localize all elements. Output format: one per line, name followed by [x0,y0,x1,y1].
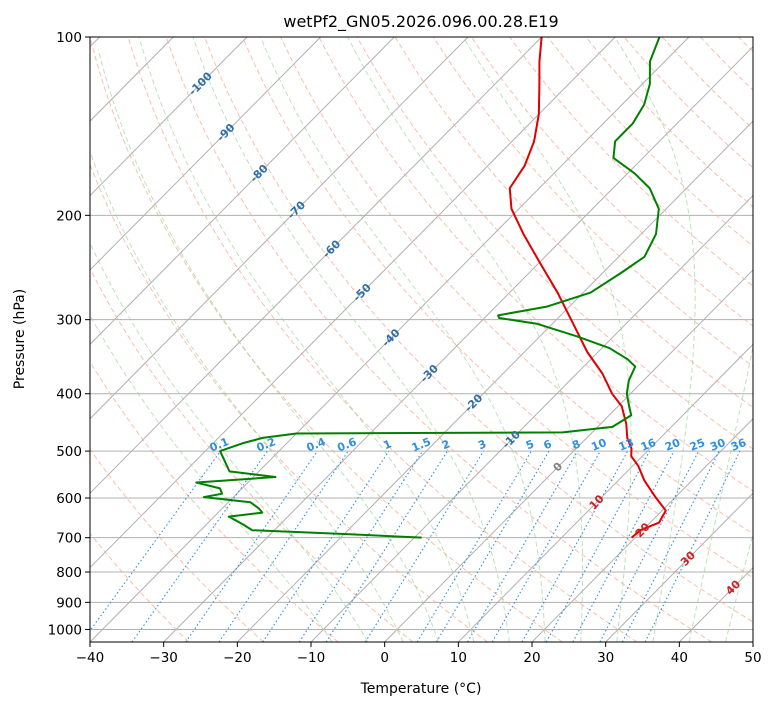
mixing-ratio-label: 10 [589,436,608,454]
y-axis-ticks: 100 200 300 400 500 600 700 800 900 1000 [48,30,90,638]
mixing-ratio-line [435,450,550,642]
background-lines [90,37,753,642]
mixing-ratio-line [185,450,318,642]
mixing-ratio-label: 25 [688,436,707,454]
moist-adiabat-line [192,37,510,642]
isotherm-line [236,120,753,642]
mixing-ratio-label: 16 [639,436,658,454]
y-tick-label: 100 [56,30,82,46]
moist-adiabat-line [614,37,696,642]
y-tick-label: 900 [56,595,82,611]
mixing-ratio-label: 3 [476,437,488,452]
moist-adiabat-line [90,314,333,642]
mixing-ratio-line [545,450,651,642]
mixing-ratio-line [218,450,349,642]
x-tick-label: 30 [597,650,614,666]
x-tick-label: 20 [523,650,540,666]
moist-adiabat-line [138,37,475,642]
dry-adiabat-line [90,163,488,642]
profile-lines [195,37,667,539]
y-tick-label: 400 [56,387,82,403]
y-tick-label: 200 [56,208,82,224]
moist-adiabat-line [725,532,753,642]
y-tick-label: 800 [56,565,82,581]
mixing-ratio-label: 8 [570,437,582,452]
y-tick-label: 700 [56,531,82,547]
dry-adiabat-line [165,37,712,642]
x-tick-label: −40 [76,650,105,666]
dry-adiabat-line [623,37,753,169]
temperature-profile-line [508,37,667,539]
isotherm-line [90,37,616,569]
x-tick-label: 0 [380,650,389,666]
x-tick-label: −20 [223,650,252,666]
x-tick-label: −30 [149,650,178,666]
x-tick-label: −10 [297,650,326,666]
moist-adiabat-line [90,150,404,642]
dry-adiabat-line [318,37,753,492]
x-axis-ticks: −40 −30 −20 −10 0 10 20 30 40 50 [76,642,762,666]
y-tick-label: 1000 [48,622,82,638]
isotherm-line [605,492,753,642]
dry-adiabat-line [90,267,414,642]
x-axis-label: Temperature (°C) [360,681,482,697]
plot-frame [89,36,754,643]
mixing-ratio-label: 30 [708,436,727,454]
y-tick-label: 300 [56,313,82,329]
mixing-ratio-line [491,450,601,642]
dry-adiabat-line [356,37,753,450]
isotherm-line [90,37,321,271]
isotherm-line [531,418,753,642]
dry-adiabat-line [547,37,753,247]
dry-adiabat-line [90,532,190,642]
y-tick-label: 500 [56,444,82,460]
mixing-ratio-label: 1 [382,437,394,452]
mixing-ratio-label: 5 [524,437,536,452]
mixing-ratio-line [364,450,484,642]
mixing-ratio-label: 13 [617,436,636,454]
isotherm-line [90,37,690,642]
mixing-ratio-line [416,450,532,642]
mixing-ratio-line [521,450,629,642]
mixing-ratio-label: 20 [663,436,682,454]
x-tick-label: 50 [744,650,761,666]
y-axis-label: Pressure (hPa) [12,289,28,389]
y-tick-label: 600 [56,491,82,507]
moist-adiabat-line [97,49,439,642]
x-tick-label: 40 [671,650,688,666]
isotherm-line [90,37,395,346]
isotherm-line [163,46,753,642]
x-tick-label: 10 [450,650,467,666]
mixing-ratio-label: 2 [440,437,452,452]
dry-adiabat-line [394,37,753,409]
mixing-ratio-line [298,450,424,642]
mixing-ratio-line [467,450,579,642]
dry-adiabat-line [90,360,339,642]
isotherm-line [90,37,248,197]
dry-adiabat-line [432,37,753,368]
moist-adiabat-line [347,37,584,642]
moist-adiabat-line [90,242,369,642]
mixing-ratio-line [572,450,675,642]
mixing-ratio-line [325,450,448,642]
isotherm-line [90,37,469,420]
dry-adiabat-line [509,37,753,287]
dry-adiabat-line [203,37,753,623]
isotherm-line [384,269,753,642]
dry-adiabat-line [127,37,638,642]
mixing-ratio-label: 36 [729,436,748,454]
mixing-ratio-line [131,450,268,642]
isotherm-line [457,343,753,642]
moist-adiabat-line [260,37,546,642]
chart-title: wetPf2_GN05.2026.096.00.28.E19 [283,12,558,32]
moist-adiabat-line [688,344,753,642]
isotherm-line [90,37,542,494]
dry-adiabat-line [242,37,753,579]
dry-adiabat-line [280,37,753,535]
dewpoint-profile-line [195,37,661,539]
